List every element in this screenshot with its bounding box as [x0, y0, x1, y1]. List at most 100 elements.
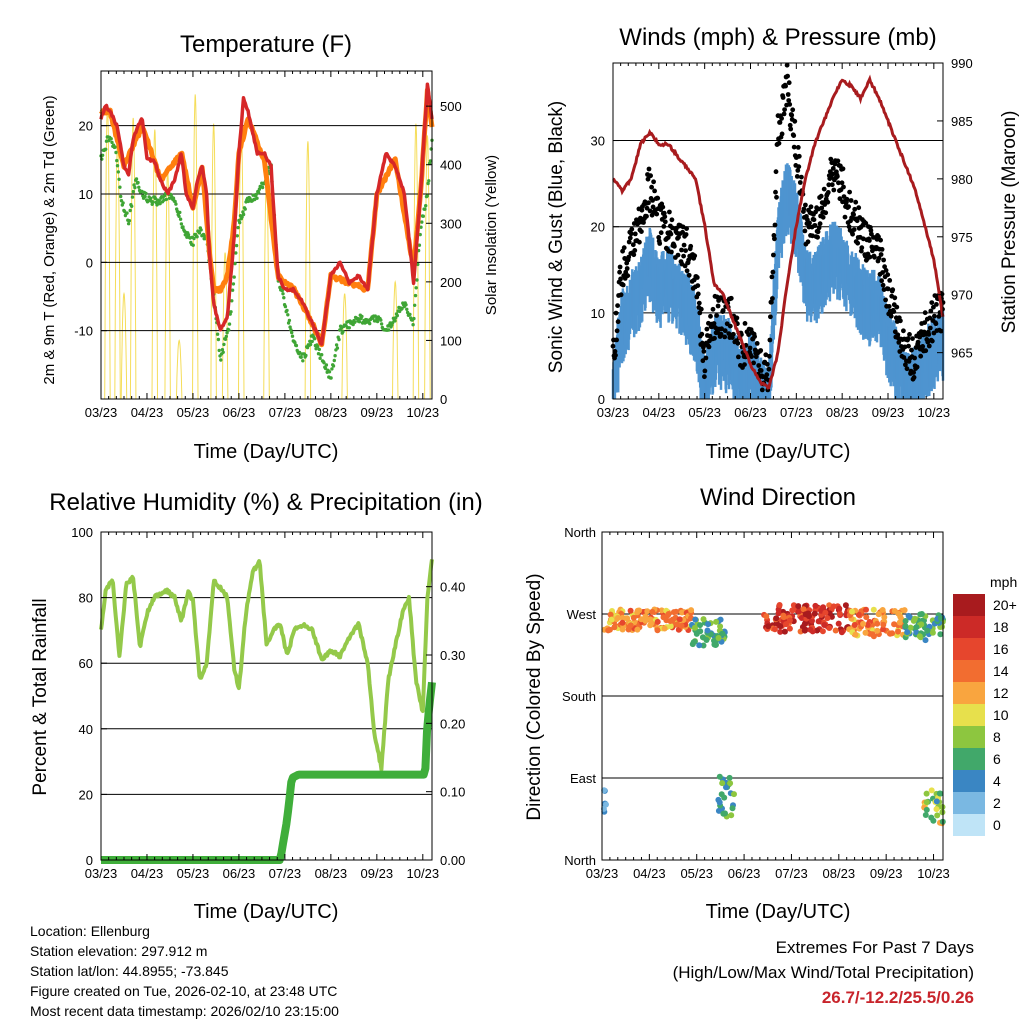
gust-point: [856, 205, 862, 211]
y-tick-label-0: 100: [440, 333, 462, 348]
wind-direction-point: [660, 614, 667, 621]
gust-point: [851, 212, 856, 218]
dewpoint-point: [121, 201, 125, 205]
gust-point: [907, 332, 912, 337]
gust-point: [764, 372, 770, 378]
wind-direction-point: [936, 790, 943, 797]
dewpoint-point: [395, 313, 399, 318]
gust-point: [686, 272, 692, 278]
dewpoint-point: [347, 326, 351, 330]
gust-point: [925, 339, 931, 345]
gust-point: [878, 252, 884, 257]
gust-point: [846, 224, 852, 230]
latlon-text: Station lat/lon: 44.8955; -73.845: [30, 963, 229, 979]
gust-point: [774, 194, 779, 200]
gust-point: [769, 274, 775, 280]
gust-point: [728, 295, 734, 301]
gust-point: [715, 303, 721, 309]
gust-point: [708, 313, 713, 319]
gust-point: [894, 304, 900, 310]
wind-direction-point: [727, 780, 734, 787]
y-tick-label-0: 300: [440, 216, 462, 231]
gust-point: [938, 328, 944, 334]
dewpoint-point: [181, 225, 185, 229]
dewpoint-point: [116, 170, 121, 174]
gust-point: [710, 306, 716, 312]
gust-point: [772, 222, 778, 228]
gust-point: [863, 220, 869, 226]
dewpoint-point: [231, 282, 236, 286]
gust-point: [898, 318, 903, 324]
speed-legend-label: 8: [993, 729, 1001, 745]
gust-point: [868, 228, 874, 233]
dewpoint-point: [412, 316, 416, 321]
gust-point: [787, 122, 793, 128]
dewpoint-point: [225, 331, 229, 335]
dewpoint-point: [301, 359, 305, 363]
gust-point: [782, 107, 787, 112]
gust-point: [791, 133, 797, 139]
wind-direction-point: [713, 618, 720, 625]
dewpoint-point: [283, 304, 288, 309]
extremes-title: Extremes For Past 7 Days: [775, 938, 974, 957]
wind-direction-point: [880, 621, 887, 628]
gust-point: [696, 300, 702, 306]
y-tick-label-2: 20: [79, 787, 93, 802]
dewpoint-point: [312, 337, 317, 341]
gust-point: [651, 179, 656, 185]
gust-point: [878, 237, 883, 243]
dewpoint-point: [320, 353, 324, 357]
gust-point: [742, 321, 748, 326]
wind-direction-point: [916, 633, 923, 640]
dewpoint-point: [421, 214, 425, 218]
dewpoint-point: [411, 323, 415, 327]
gust-point: [820, 214, 826, 220]
wind-direction-point: [923, 806, 930, 813]
wind-direction-point: [607, 611, 614, 618]
gust-point: [623, 269, 629, 275]
gust-point: [808, 204, 814, 210]
wind-direction-point: [619, 614, 626, 621]
dewpoint-point: [420, 220, 424, 224]
wind-direction-point: [798, 615, 805, 621]
gust-point: [859, 245, 865, 251]
gust-point: [730, 331, 736, 337]
gust-point: [779, 116, 784, 121]
gust-point: [654, 211, 660, 217]
gust-point: [681, 253, 686, 259]
dewpoint-point: [117, 177, 121, 181]
gust-point: [929, 300, 935, 305]
y-tick-label-2: 100: [71, 525, 93, 540]
gust-point: [831, 187, 837, 193]
gust-point: [746, 332, 751, 337]
9m-temperature-line: [99, 87, 435, 348]
wind-direction-point: [870, 633, 877, 640]
gust-point: [736, 354, 741, 360]
gust-point: [697, 310, 703, 316]
wind-direction-point: [773, 615, 780, 622]
dewpoint-point: [127, 219, 132, 223]
dewpoint-point: [304, 353, 308, 358]
dewpoint-point: [177, 214, 181, 218]
gust-point: [644, 213, 649, 219]
gust-point: [777, 120, 783, 125]
gust-point: [764, 361, 770, 367]
gust-point: [922, 320, 928, 325]
wind-direction-point: [716, 773, 723, 780]
gust-point: [841, 184, 846, 190]
dewpoint-point: [260, 185, 265, 190]
x-tick-label-1: 09/23: [872, 405, 905, 420]
dewpoint-point: [241, 212, 246, 217]
station-info: Location: Ellenburg Station elevation: 2…: [30, 921, 339, 1021]
speed-legend-label: 2: [993, 795, 1001, 811]
gust-point: [669, 249, 674, 255]
dewpoint-point: [368, 321, 372, 326]
dewpoint-point: [290, 330, 294, 335]
dewpoint-point: [255, 196, 259, 200]
gust-point: [815, 229, 821, 235]
direction-tick-label: North: [564, 525, 596, 540]
x-tick-label-1: 10/23: [918, 405, 951, 420]
gust-point: [926, 332, 932, 337]
gust-point: [722, 334, 728, 340]
